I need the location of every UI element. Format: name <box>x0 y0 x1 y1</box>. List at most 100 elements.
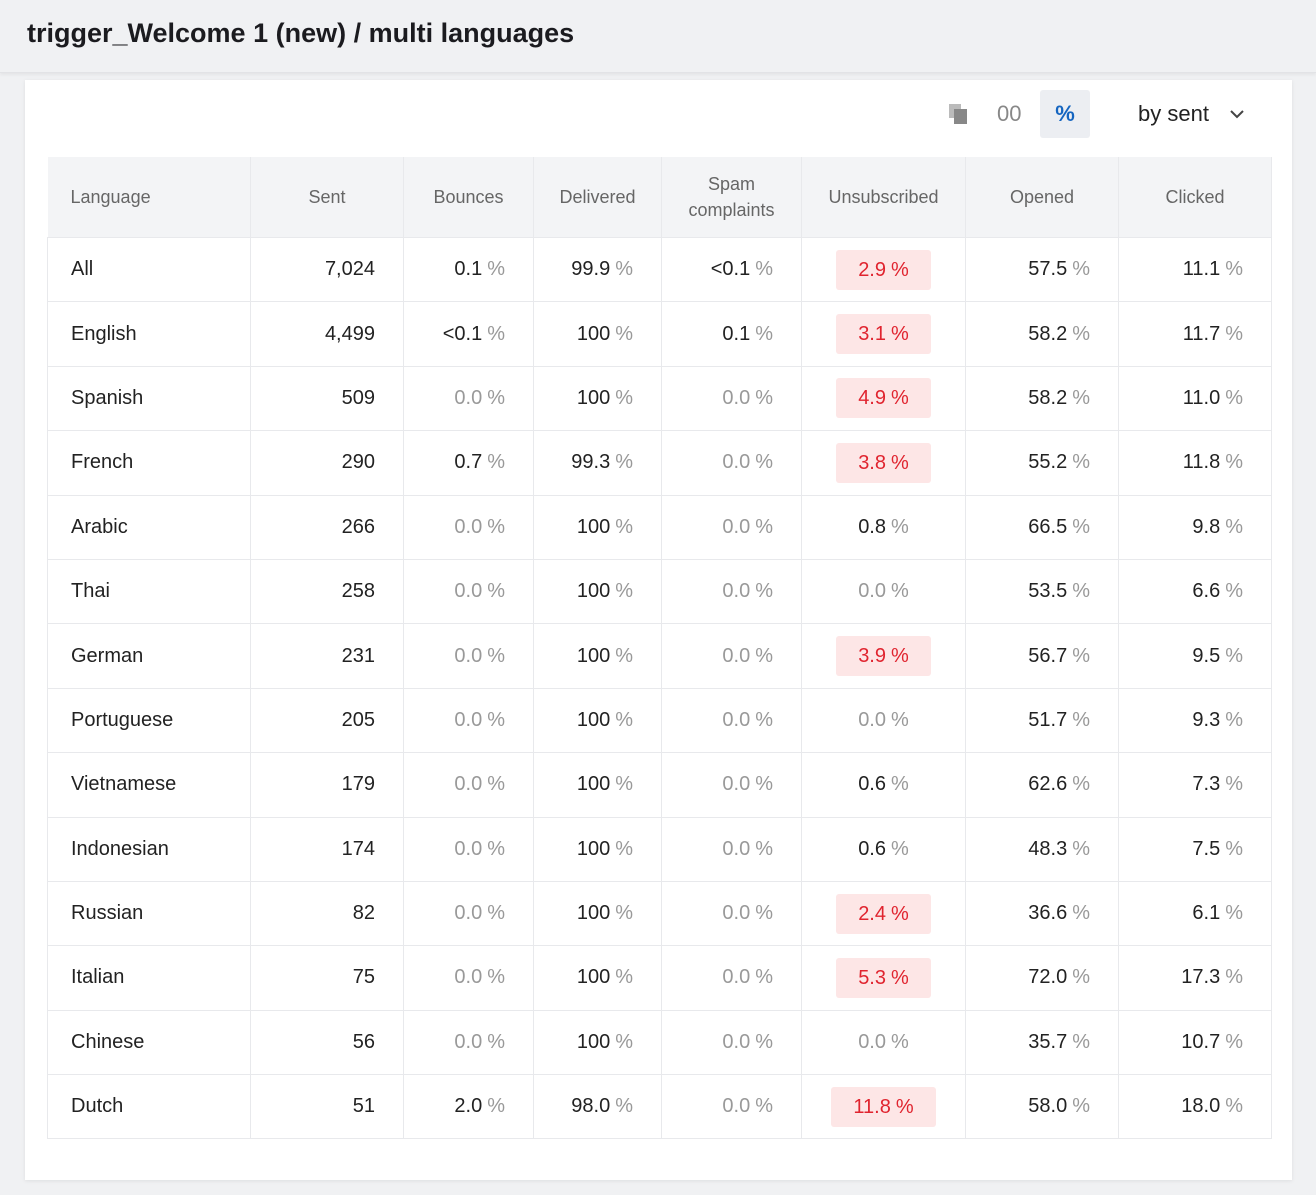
cell-unit: % <box>487 708 505 731</box>
cell-unit: % <box>615 1095 633 1118</box>
sent-cell: 4,499 <box>250 301 404 367</box>
cell-value: 0.0 <box>454 644 483 667</box>
metric-cell: 0.0% <box>403 752 534 818</box>
metric-cell: 0.0% <box>403 880 534 946</box>
cell-unit: % <box>1225 580 1243 603</box>
cell-unit: % <box>1225 708 1243 731</box>
cell-value: 2.0 <box>454 1095 483 1118</box>
metric-cell: 0.0% <box>801 1009 966 1075</box>
column-header: Spam complaints <box>661 157 802 238</box>
metric-cell: 0.1% <box>403 236 534 302</box>
cell-unit: % <box>1225 966 1243 989</box>
cell-value: 11.8 <box>1182 451 1221 474</box>
chevron-icon[interactable] <box>1227 90 1247 138</box>
language-cell: Portuguese <box>47 687 251 753</box>
metric-cell: 0.0% <box>661 430 802 496</box>
cell-value: 9.8 <box>1192 515 1221 538</box>
metric-cell: 58.2% <box>965 365 1119 431</box>
table-row: Arabic 266 0.0% 100% 0.0% 0.8% 66.5% 9.8% <box>47 494 1272 560</box>
cell-unit: % <box>615 322 633 345</box>
count-toggle[interactable]: 00 <box>997 101 1022 126</box>
sent-cell: 205 <box>250 687 404 753</box>
cell-unit: % <box>891 902 909 925</box>
cell-value: 2.4 <box>858 902 886 925</box>
cell-value: 100 <box>576 773 611 796</box>
column-header: Unsubscribed <box>801 157 966 238</box>
cell-value: 0.0 <box>722 580 751 603</box>
cell-value: <0.1 <box>710 258 751 281</box>
table-row: German 231 0.0% 100% 0.0% 3.9% 56.7% 9.5% <box>47 623 1272 689</box>
table-row: Portuguese 205 0.0% 100% 0.0% 0.0% 51.7% 9.3% <box>47 687 1272 753</box>
metric-cell: 0.0% <box>661 365 802 431</box>
cell-value: 62.6 <box>1028 773 1068 796</box>
cell-value: 0.0 <box>454 515 483 538</box>
metric-cell: 100% <box>533 365 662 431</box>
metric-cell: 0.0% <box>403 816 534 882</box>
metric-cell: 0.0% <box>801 687 966 753</box>
cell-unit: % <box>755 1095 773 1118</box>
metric-cell: 11.0% <box>1118 365 1272 431</box>
sent-cell: 258 <box>250 558 404 624</box>
column-header: Opened <box>965 157 1119 238</box>
metric-cell: 0.0% <box>661 752 802 818</box>
cell-value: 3.8 <box>858 451 886 474</box>
metric-cell: 0.0% <box>403 687 534 753</box>
copy-icon[interactable] <box>947 90 971 138</box>
language-cell: Chinese <box>47 1009 251 1075</box>
cell-value: 0.0 <box>722 451 751 474</box>
cell-value: 4.9 <box>858 387 886 410</box>
cell-value: 0.0 <box>454 966 483 989</box>
cell-value: 56.7 <box>1028 644 1068 667</box>
sent-cell: 174 <box>250 816 404 882</box>
metric-cell: 11.7% <box>1118 301 1272 367</box>
cell-value: 11.8 <box>853 1095 891 1118</box>
metric-cell: 72.0% <box>965 945 1119 1011</box>
metric-cell: 9.8% <box>1118 494 1272 560</box>
metric-cell: 0.8% <box>801 494 966 560</box>
sort-dropdown[interactable]: by sent <box>1138 101 1209 126</box>
cell-unit: % <box>487 258 505 281</box>
metric-cell: 11.1% <box>1118 236 1272 302</box>
cell-unit: % <box>1072 451 1090 474</box>
cell-unit: % <box>891 1030 909 1053</box>
language-cell: French <box>47 430 251 496</box>
cell-value: 58.2 <box>1028 322 1068 345</box>
cell-unit: % <box>1225 773 1243 796</box>
cell-unit: % <box>755 966 773 989</box>
metric-cell: 5.3% <box>801 945 966 1011</box>
metric-cell: 0.7% <box>403 430 534 496</box>
metric-cell: 0.0% <box>661 816 802 882</box>
cell-unit: % <box>891 773 909 796</box>
cell-unit: % <box>615 708 633 731</box>
highlight-badge: 3.8% <box>836 442 931 483</box>
metric-cell: 99.9% <box>533 236 662 302</box>
metric-cell: 51.7% <box>965 687 1119 753</box>
cell-value: 0.0 <box>454 708 483 731</box>
table-row: Dutch 51 2.0% 98.0% 0.0% 11.8% 58.0% 18.0% <box>47 1074 1272 1140</box>
cell-value: 100 <box>576 386 611 409</box>
cell-unit: % <box>615 1030 633 1053</box>
language-cell: All <box>47 236 251 302</box>
cell-value: 0.0 <box>454 902 483 925</box>
cell-unit: % <box>755 837 773 860</box>
table-row: Russian 82 0.0% 100% 0.0% 2.4% 36.6% 6.1% <box>47 880 1272 946</box>
cell-value: 100 <box>576 580 611 603</box>
metric-cell: 0.0% <box>661 494 802 560</box>
cell-unit: % <box>895 1095 914 1118</box>
cell-unit: % <box>891 387 909 410</box>
percent-toggle[interactable]: % <box>1040 90 1090 138</box>
metric-cell: <0.1% <box>403 301 534 367</box>
metric-cell: 55.2% <box>965 430 1119 496</box>
cell-unit: % <box>1225 1095 1243 1118</box>
metric-cell: 2.9% <box>801 236 966 302</box>
table-row: Vietnamese 179 0.0% 100% 0.0% 0.6% 62.6% 7.3% <box>47 752 1272 818</box>
cell-value: 0.0 <box>454 773 483 796</box>
cell-unit: % <box>755 1030 773 1053</box>
metric-cell: 0.0% <box>403 365 534 431</box>
highlight-badge: 3.1% <box>836 314 931 355</box>
cell-value: 0.1 <box>722 322 751 345</box>
metric-cell: 48.3% <box>965 816 1119 882</box>
cell-unit: % <box>487 515 505 538</box>
sent-cell: 82 <box>250 880 404 946</box>
cell-unit: % <box>487 837 505 860</box>
